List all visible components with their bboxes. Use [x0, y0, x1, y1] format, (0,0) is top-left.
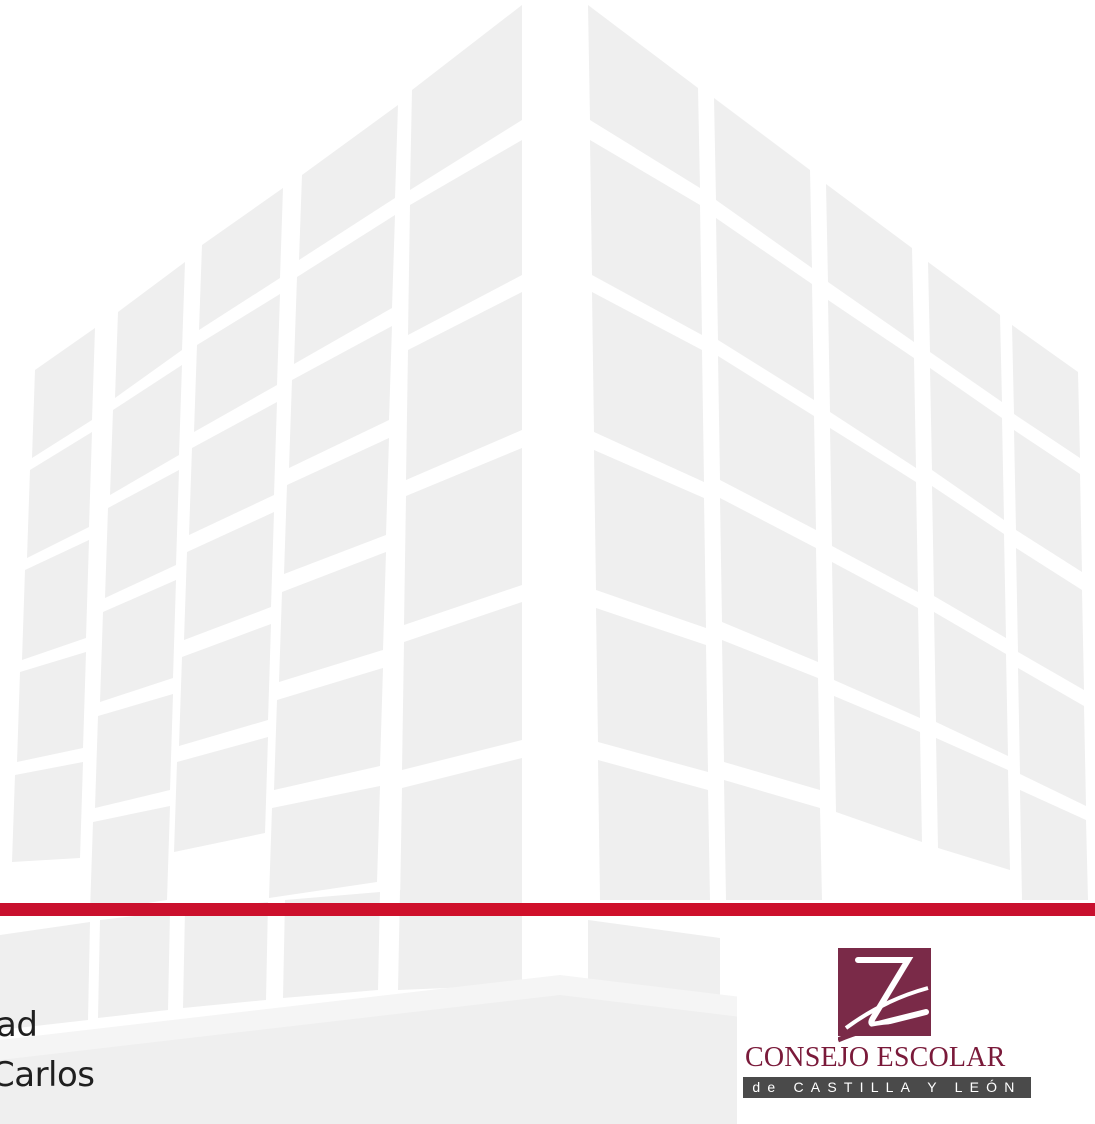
consejo-escolar-emblem-icon [838, 948, 931, 1043]
consejo-escolar-logo: CONSEJO ESCOLAR de CASTILLA Y LEÓN [737, 930, 1095, 1124]
institution-name-fragment: ad Carlos [0, 1000, 120, 1100]
institution-name-line-2: Carlos [0, 1055, 95, 1095]
logo-title: CONSEJO ESCOLAR [745, 1042, 1006, 1073]
institution-name-line-1: ad [0, 1005, 38, 1045]
logo-subtitle: de CASTILLA Y LEÓN [743, 1077, 1031, 1098]
accent-red-bar [0, 903, 1095, 916]
